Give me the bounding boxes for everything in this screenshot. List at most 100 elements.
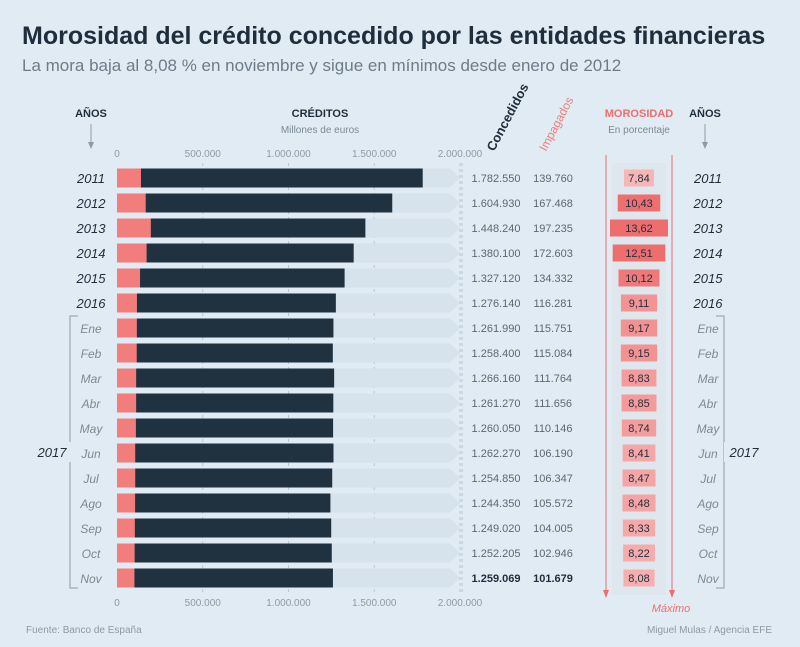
row-label-right: 2015	[693, 271, 724, 286]
x-tick-bottom: 0	[114, 598, 120, 609]
x-tick-top: 2.000.000	[438, 149, 483, 160]
header-years-left: AÑOS	[75, 107, 107, 120]
rate-box	[622, 519, 656, 537]
bar-unpaid	[117, 518, 135, 538]
x-tick-top: 500.000	[185, 149, 222, 160]
bar-granted	[117, 243, 354, 263]
row-label-right: Ago	[696, 497, 719, 511]
rate-box	[620, 319, 658, 337]
arrow-head-icon	[88, 142, 94, 149]
unpaid-value: 111.764	[534, 373, 572, 385]
rate-box	[621, 369, 657, 387]
rate-box	[622, 469, 656, 487]
rate-value: 8,83	[628, 373, 649, 385]
footer-source: Fuente: Banco de España	[26, 625, 142, 636]
unpaid-value: 134.332	[533, 273, 573, 285]
row-label-left: 2013	[76, 221, 107, 236]
bracket-gap-left	[34, 442, 72, 462]
rate-value: 8,48	[628, 498, 649, 510]
row-label-left: Jun	[80, 447, 101, 461]
x-tick-bottom: 1.000.000	[266, 598, 311, 609]
row-label-right: Jul	[699, 472, 716, 486]
header-delinquency-unit: En porcentaje	[608, 125, 670, 136]
unpaid-value: 106.347	[533, 473, 573, 485]
row-label-right: May	[697, 422, 721, 436]
header-credits: CRÉDITOS	[292, 107, 349, 120]
rate-value: 12,51	[625, 248, 653, 260]
x-tick-top: 1.500.000	[352, 149, 397, 160]
row-label-left: Oct	[82, 547, 101, 561]
arrow-head-icon	[702, 142, 708, 149]
granted-value: 1.244.350	[472, 498, 521, 510]
group-label-left: 2017	[37, 445, 68, 460]
unpaid-value: 139.760	[533, 173, 573, 185]
rate-value: 8,85	[628, 398, 649, 410]
row-label-left: Nov	[80, 572, 102, 586]
bar-unpaid	[117, 543, 135, 563]
bar-unpaid	[117, 568, 135, 588]
bar-unpaid	[117, 268, 141, 288]
bar-granted	[117, 568, 333, 588]
unpaid-value: 101.679	[533, 573, 573, 585]
granted-value: 1.262.270	[472, 448, 521, 460]
chart-subtitle: La mora baja al 8,08 % en noviembre y si…	[22, 56, 622, 75]
footer-credit: Miguel Mulas / Agencia EFE	[646, 625, 772, 636]
rate-box	[621, 394, 657, 412]
rate-box	[620, 344, 658, 362]
granted-value: 1.258.400	[472, 348, 521, 360]
bar-granted	[117, 318, 334, 338]
row-label-right: 2014	[693, 246, 723, 261]
bar-granted	[117, 518, 332, 538]
unpaid-value: 115.084	[534, 348, 573, 360]
bar-granted	[117, 368, 335, 388]
rate-box	[620, 294, 658, 312]
group-label-right: 2017	[729, 445, 760, 460]
row-label-left: 2016	[76, 296, 107, 311]
rate-value: 10,43	[625, 198, 653, 210]
bar-unpaid	[117, 493, 136, 513]
unpaid-value: 115.751	[534, 323, 573, 335]
rate-value: 8,41	[628, 448, 649, 460]
row-label-left: 2012	[76, 196, 107, 211]
header-years-right: AÑOS	[689, 107, 721, 120]
bar-unpaid	[117, 218, 151, 238]
bar-granted	[117, 418, 334, 438]
bar-granted	[117, 393, 334, 413]
rate-value: 8,33	[628, 523, 649, 535]
rate-box	[618, 269, 660, 287]
bar-granted	[117, 268, 345, 288]
bar-unpaid	[117, 468, 136, 488]
row-label-left: 2014	[76, 246, 106, 261]
rate-value: 9,11	[629, 298, 650, 310]
granted-value: 1.276.140	[472, 298, 521, 310]
row-label-left: May	[80, 422, 104, 436]
rate-box	[624, 169, 654, 187]
max-label: Máximo	[652, 603, 691, 615]
rate-box	[622, 494, 656, 512]
row-label-left: Ago	[79, 497, 102, 511]
rate-box	[617, 194, 661, 212]
row-label-right: 2012	[693, 196, 724, 211]
row-labels: 2011 2011 1.782.550 139.760 2012 2012 1.604.93…	[76, 171, 724, 586]
header-delinquency: MOROSIDAD	[605, 108, 674, 120]
row-label-left: Ene	[80, 322, 102, 336]
unpaid-value: 104.005	[533, 523, 573, 535]
granted-value: 1.254.850	[472, 473, 521, 485]
rate-box	[610, 219, 668, 237]
unpaid-value: 105.572	[533, 498, 573, 510]
bracket-gap-right	[724, 442, 764, 462]
rate-box	[623, 569, 655, 587]
x-tick-bottom: 2.000.000	[438, 598, 483, 609]
rate-value: 8,47	[628, 473, 649, 485]
bar-unpaid	[117, 243, 147, 263]
unpaid-value: 102.946	[533, 548, 573, 560]
rate-value: 7,84	[628, 173, 649, 185]
unpaid-value: 111.656	[534, 398, 572, 410]
rate-arrow-head-icon	[603, 590, 609, 598]
rate-box	[621, 419, 657, 437]
rate-value: 10,12	[625, 273, 653, 285]
row-label-right: Ene	[697, 322, 719, 336]
bar-granted	[117, 168, 423, 188]
unpaid-value: 110.146	[534, 423, 573, 435]
bar-granted	[117, 443, 334, 463]
